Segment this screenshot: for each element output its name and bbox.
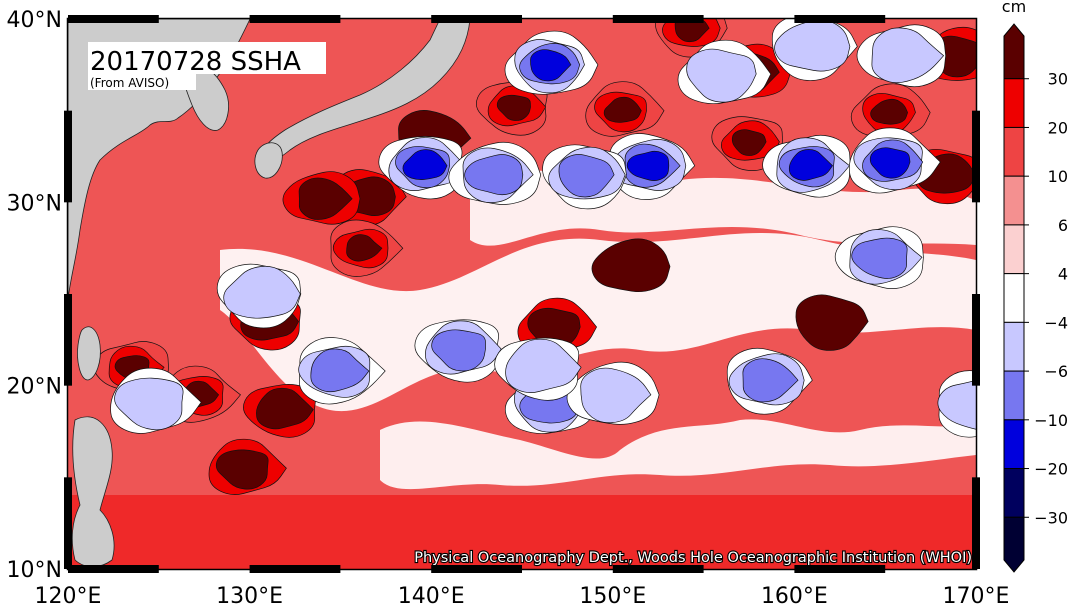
warm-eddy xyxy=(346,234,383,262)
longitude-axis-labels: 120°E 130°E 140°E 150°E 160°E 170°E xyxy=(35,584,1010,606)
colorbar-labels: 30 20 10 6 4 −4 −6 −10 −20 −30 xyxy=(1024,70,1068,527)
colorbar-tick-label: −20 xyxy=(1034,460,1068,479)
title-background xyxy=(88,42,326,74)
longitude-label: 120°E xyxy=(35,584,102,606)
colorbar-cell xyxy=(1003,78,1025,128)
frame-tick-bar xyxy=(249,15,341,23)
cold-eddy xyxy=(851,237,908,279)
longitude-label: 150°E xyxy=(579,584,646,606)
frame-tick-bar xyxy=(972,294,980,386)
colorbar-cells xyxy=(1003,23,1025,573)
central-neutral-band xyxy=(220,232,976,412)
cold-eddy xyxy=(310,348,370,393)
warm-eddy xyxy=(256,387,314,430)
colorbar-cell xyxy=(1003,516,1025,573)
latitude-label: 10°N xyxy=(7,558,62,583)
cold-eddy xyxy=(871,27,945,84)
cold-eddy xyxy=(686,48,757,103)
land-philippines xyxy=(71,416,115,568)
longitude-label: 170°E xyxy=(943,584,1010,606)
latitude-label: 40°N xyxy=(7,8,62,33)
cold-eddy xyxy=(558,154,615,198)
latitude-label: 20°N xyxy=(7,375,62,400)
frame-tick-bar xyxy=(972,110,980,203)
colorbar-tick-label: −4 xyxy=(1044,313,1068,332)
source-note-background xyxy=(88,74,196,90)
frame-tick-bar xyxy=(68,565,159,573)
colorbar-unit: cm xyxy=(1002,0,1026,16)
warm-eddy xyxy=(591,238,671,293)
latitude-axis-labels: 10°N 20°N 30°N 40°N xyxy=(7,8,62,583)
warm-eddy xyxy=(215,449,269,490)
frame-tick-bar xyxy=(794,565,886,573)
credit-text: Physical Oceanography Dept., Woods Hole … xyxy=(414,550,972,566)
cold-eddy xyxy=(937,380,976,430)
colorbar-tick-label: 30 xyxy=(1048,70,1068,89)
warm-eddy xyxy=(603,96,642,123)
frame-tick-bar xyxy=(64,477,72,569)
land-taiwan xyxy=(77,326,101,381)
colorbar-cell xyxy=(1003,468,1025,518)
frame-tick-bar xyxy=(612,565,704,573)
cold-eddy xyxy=(742,358,799,403)
frame-tick-bar xyxy=(431,565,522,573)
longitude-label: 130°E xyxy=(216,584,283,606)
colorbar-cell xyxy=(1003,224,1025,275)
warm-eddy xyxy=(795,294,869,351)
warm-eddy xyxy=(870,98,908,125)
cold-eddy xyxy=(464,154,524,196)
longitude-label: 140°E xyxy=(398,584,465,606)
warm-eddy xyxy=(674,19,710,43)
colorbar: cm 30 20 10 6 4 −4 −6 −10 −20 −30 xyxy=(1002,0,1068,573)
warm-eddy xyxy=(496,94,531,121)
frame-tick-bar xyxy=(249,565,341,573)
colorbar-cell xyxy=(1003,126,1025,177)
frame-tick-bar xyxy=(612,15,704,23)
cold-eddy xyxy=(626,150,670,181)
land-kyushu xyxy=(254,142,283,179)
frame-tick-bar xyxy=(64,110,72,203)
longitude-label: 160°E xyxy=(761,584,828,606)
cold-eddy xyxy=(114,377,184,431)
source-note: (From AVISO) xyxy=(90,76,169,90)
southern-warm-band xyxy=(68,495,976,569)
map-plot-area xyxy=(68,19,976,569)
latitude-label: 30°N xyxy=(7,191,62,216)
colorbar-tick-label: 10 xyxy=(1048,167,1068,186)
cold-eddy xyxy=(223,265,301,319)
cold-eddy xyxy=(402,149,448,180)
cold-eddy xyxy=(788,149,833,181)
frame-tick-bar xyxy=(64,294,72,386)
colorbar-tick-label: −30 xyxy=(1034,508,1068,527)
colorbar-tick-label: −6 xyxy=(1044,362,1068,381)
map-frame xyxy=(64,15,980,573)
frame-tick-bar xyxy=(972,477,980,569)
cold-eddy xyxy=(869,147,911,179)
cold-eddy xyxy=(530,49,572,82)
colorbar-cell xyxy=(1003,419,1025,470)
frame-tick-bar xyxy=(431,15,522,23)
warm-eddy xyxy=(731,129,767,156)
frame-tick-bar xyxy=(68,15,159,23)
frame-tick-bar xyxy=(794,15,886,23)
colorbar-cell xyxy=(1003,321,1025,372)
map-title: 20170728 SSHA xyxy=(90,47,301,77)
warm-eddy xyxy=(298,177,353,220)
colorbar-tick-label: 4 xyxy=(1058,265,1068,284)
colorbar-tick-label: −10 xyxy=(1034,411,1068,430)
colorbar-tick-label: 6 xyxy=(1058,216,1068,235)
colorbar-cell xyxy=(1003,175,1025,226)
cold-eddy xyxy=(580,367,652,424)
anomaly-bands xyxy=(68,167,976,569)
southern-neutral-patch xyxy=(380,419,976,490)
title-box: 20170728 SSHA (From AVISO) xyxy=(88,42,326,90)
colorbar-cell xyxy=(1003,23,1025,80)
cold-eddy xyxy=(505,338,582,393)
colorbar-cell xyxy=(1003,370,1025,421)
cold-eddy xyxy=(431,329,486,372)
eddy-layer xyxy=(93,19,976,495)
colorbar-tick-label: 20 xyxy=(1048,118,1068,137)
colorbar-cell xyxy=(1003,273,1025,323)
